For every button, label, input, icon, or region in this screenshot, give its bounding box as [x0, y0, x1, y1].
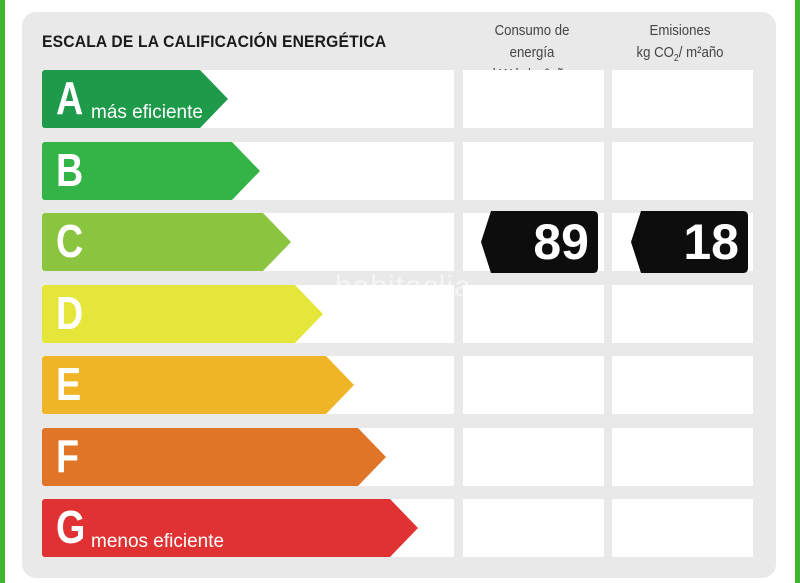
rating-letter-e: E — [56, 358, 82, 410]
rating-arrow-a — [42, 70, 228, 128]
consumo-header-line1: Consumo de energía — [494, 22, 570, 61]
emisiones-column-header: Emisiones kg CO2/ m²año — [618, 20, 741, 70]
emisiones-value: 18 — [683, 214, 739, 270]
rating-letter-a: A — [56, 72, 84, 124]
frame-right-border — [795, 0, 800, 583]
rating-arrow-d — [42, 285, 323, 343]
emisiones-value-badge: 18 — [631, 211, 749, 273]
consumo-cell — [463, 499, 604, 557]
rating-arrow-f — [42, 428, 386, 486]
emisiones-badge-shape — [631, 211, 748, 273]
emisiones-header-line2: kg CO2/ m²año — [618, 42, 741, 70]
label-title: ESCALA DE LA CALIFICACIÓN ENERGÉTICA — [42, 32, 387, 51]
rating-letter-d: D — [56, 287, 84, 339]
consumo-badge-shape — [481, 211, 598, 273]
rating-letter-b: B — [56, 144, 84, 196]
emisiones-cell — [612, 70, 753, 128]
emisiones-cell — [612, 356, 753, 414]
watermark-logo: habitaclia — [335, 270, 472, 303]
emisiones-cell — [612, 499, 753, 557]
rating-letter-g: G — [56, 501, 86, 553]
rating-arrow-b — [42, 142, 260, 200]
rating-arrow-e — [42, 356, 354, 414]
rating-arrow-g — [42, 499, 418, 557]
emisiones-header-line1: Emisiones — [649, 22, 711, 39]
frame-left-border — [0, 0, 5, 583]
consumo-value-badge: 89 — [481, 211, 599, 273]
emisiones-unit-b: / m²año — [678, 44, 724, 61]
emisiones-unit-a: kg CO — [636, 44, 674, 61]
consumo-cell — [463, 428, 604, 486]
consumo-cell — [463, 142, 604, 200]
consumo-cell — [463, 356, 604, 414]
rating-sublabel-a: más eficiente — [91, 102, 203, 123]
rating-arrow-c — [42, 213, 291, 271]
consumo-cell — [463, 285, 604, 343]
emisiones-unit-sub: 2 — [673, 53, 679, 64]
consumo-value: 89 — [533, 214, 589, 270]
rating-sublabel-g: menos eficiente — [91, 531, 225, 552]
emisiones-cell — [612, 428, 753, 486]
consumo-cell — [463, 70, 604, 128]
emisiones-cell — [612, 142, 753, 200]
emisiones-cell — [612, 285, 753, 343]
rating-letter-f: F — [56, 430, 80, 482]
rating-letter-c: C — [56, 215, 84, 267]
